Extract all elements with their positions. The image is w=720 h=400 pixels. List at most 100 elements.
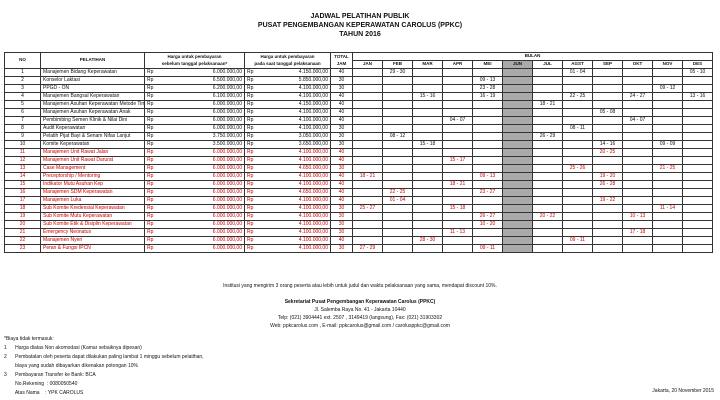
currency: Rp: [147, 141, 154, 148]
cell-month: [502, 92, 533, 101]
cell-price: Rp 6.100.000,00: [144, 92, 245, 101]
price: 4.100.000,00: [298, 109, 328, 116]
cell-total: 30: [330, 140, 353, 149]
cell-month: [562, 108, 593, 117]
cell-price: Rp 4.100.000,00: [244, 124, 331, 133]
cell-month: 18 - 21: [532, 100, 563, 109]
cell-month: [382, 228, 413, 237]
cell-month: [652, 148, 683, 157]
cell-price: Rp 4.650.000,00: [244, 164, 331, 173]
cell-month: [592, 68, 623, 77]
cell-month: [592, 132, 623, 141]
cell-month: [382, 180, 413, 189]
cell-price: Rp 6.000.000,00: [144, 196, 245, 205]
cell-month: [412, 180, 443, 189]
currency: Rp: [247, 189, 254, 196]
cell-price: Rp 4.100.000,00: [244, 236, 331, 245]
cell-month: 15 - 16: [412, 92, 443, 101]
cell-month: 28 - 30: [412, 236, 443, 245]
header-line: TOTAL: [334, 54, 349, 60]
cell-month: [562, 140, 593, 149]
cell-name: Sub Komite Etik & Disiplin Keperawatan: [40, 220, 145, 229]
cell-month: [502, 84, 533, 93]
cell-month: [352, 132, 383, 141]
cell-month: 08 - 11: [562, 124, 593, 133]
cell-name: Manajemen Bangsal Keperawatan: [40, 92, 145, 101]
cell-month: [592, 228, 623, 237]
cell-total: 40: [330, 180, 353, 189]
cell-no: 14: [4, 172, 41, 181]
currency: Rp: [147, 157, 154, 164]
cell-month: [472, 156, 503, 165]
cell-month: 26 - 29: [532, 132, 563, 141]
header-month: JAN: [352, 60, 383, 69]
cell-month: [472, 180, 503, 189]
price: 6.000.000,00: [212, 245, 242, 252]
header-month: JUL: [532, 60, 563, 69]
cell-month: 26 - 27: [472, 212, 503, 221]
cell-no: 19: [4, 212, 41, 221]
cell-price: Rp 4.150.000,00: [244, 100, 331, 109]
currency: Rp: [147, 173, 154, 180]
cell-month: [562, 132, 593, 141]
cell-month: [681, 124, 714, 133]
cell-month: 04 - 07: [622, 116, 653, 125]
cell-no: 21: [4, 228, 41, 237]
row: 16 Manajemen SDM Keperawatan Rp 6.000.000,0…: [4, 188, 714, 197]
row: 6 Manajemen Asuhan Keperawatan Anak Rp 6.00…: [4, 108, 714, 117]
secretariat-line: Telp: (021) 3904441 ext. 2507 , 3149419 …: [277, 315, 443, 321]
currency: Rp: [147, 245, 154, 252]
cell-month: 13 - 16: [681, 92, 714, 101]
row: 20 Sub Komite Etik & Disiplin Keperawatan…: [4, 220, 714, 229]
header-month: AGST: [562, 60, 593, 69]
price: 6.000.000,00: [212, 197, 242, 204]
cell-price: Rp 6.000.000,00: [144, 108, 245, 117]
cell-month: [412, 172, 443, 181]
header-no: NO: [4, 52, 41, 69]
price: 4.150.000,00: [298, 101, 328, 108]
secretariat-line: Sekretariat Pusat Pengembangan Keperawat…: [284, 299, 436, 305]
cell-total: 30: [330, 220, 353, 229]
price: 4.100.000,00: [298, 93, 328, 100]
cell-month: [562, 220, 593, 229]
cell-month: [592, 92, 623, 101]
cell-no: 3: [4, 84, 41, 93]
title-line: JADWAL PELATIHAN PUBLIK: [310, 13, 410, 20]
currency: Rp: [247, 85, 254, 92]
currency: Rp: [147, 117, 154, 124]
currency: Rp: [147, 101, 154, 108]
cell-month: [652, 68, 683, 77]
cell-price: Rp 4.150.000,00: [244, 68, 331, 77]
cell-month: [622, 196, 653, 205]
cell-month: [502, 164, 533, 173]
cell-month: 10 - 13: [622, 212, 653, 221]
header-line: sebelum tanggal pelaksanaan*: [161, 60, 228, 66]
price: 6.000.000,00: [212, 229, 242, 236]
cell-month: [382, 92, 413, 101]
title-line: TAHUN 2016: [339, 31, 381, 38]
cell-month: [412, 84, 443, 93]
cell-price: Rp 6.000.000,00: [144, 116, 245, 125]
cell-month: [681, 220, 714, 229]
cell-total: 40: [330, 100, 353, 109]
cell-month: [622, 124, 653, 133]
cell-month: [652, 92, 683, 101]
currency: Rp: [147, 125, 154, 132]
cell-month: [622, 108, 653, 117]
price: 6.000.000,00: [212, 165, 242, 172]
cell-no: 5: [4, 100, 41, 109]
currency: Rp: [247, 237, 254, 244]
cell-month: [622, 84, 653, 93]
currency: Rp: [147, 197, 154, 204]
cell-month: [442, 172, 473, 181]
cell-price: Rp 4.100.000,00: [244, 220, 331, 229]
cell-month: [532, 204, 563, 213]
cell-month: [532, 236, 563, 245]
currency: Rp: [247, 181, 254, 188]
currency: Rp: [147, 133, 154, 140]
cell-month: 14 - 16: [592, 140, 623, 149]
price: 6.000.000,00: [212, 157, 242, 164]
cell-month: [592, 124, 623, 133]
cell-price: Rp 6.000.000,00: [144, 236, 245, 245]
cell-month: [681, 188, 714, 197]
